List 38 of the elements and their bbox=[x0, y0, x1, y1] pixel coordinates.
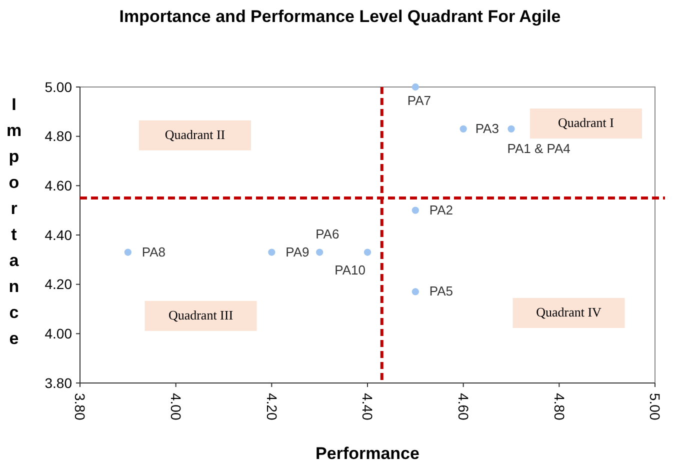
x-tick-label: 4.00 bbox=[168, 393, 184, 420]
annotation: PA8 bbox=[142, 244, 166, 260]
x-axis-title: Performance bbox=[316, 444, 420, 463]
x-tick-label: 4.40 bbox=[360, 393, 376, 420]
annotation: Quadrant II bbox=[164, 126, 226, 142]
point bbox=[412, 288, 419, 296]
y-tick-label: 4.00 bbox=[44, 326, 72, 342]
y-tick-label: 5.00 bbox=[44, 78, 72, 95]
y-tick-label: 3.80 bbox=[44, 374, 72, 391]
annotation: PA9 bbox=[286, 244, 310, 260]
point bbox=[412, 83, 419, 91]
chart-title: Importance and Performance Level Quadrant For Agile bbox=[119, 7, 561, 26]
annotation: PA6 bbox=[316, 226, 340, 242]
point bbox=[268, 248, 276, 256]
point bbox=[364, 248, 372, 256]
annotation: Quadrant I bbox=[558, 115, 614, 130]
point bbox=[316, 248, 324, 256]
point bbox=[124, 248, 132, 256]
x-tick-label: 4.20 bbox=[264, 393, 280, 420]
annotation: PA7 bbox=[407, 93, 432, 108]
point bbox=[508, 125, 515, 132]
annotation: PA1 & PA4 bbox=[507, 140, 570, 156]
annotation: Quadrant IV bbox=[536, 304, 602, 320]
annotation: Quadrant III bbox=[168, 307, 234, 322]
y-tick-label: 4.20 bbox=[44, 276, 72, 292]
y-tick-label: 4.60 bbox=[44, 178, 72, 194]
y-tick-label: 4.80 bbox=[44, 128, 72, 144]
point bbox=[412, 206, 419, 214]
annotation: PA2 bbox=[429, 202, 454, 218]
annotation: PA5 bbox=[429, 284, 454, 299]
x-tick-label: 4.60 bbox=[455, 393, 472, 420]
x-tick-label: 5.00 bbox=[647, 393, 664, 420]
annotation: PA3 bbox=[475, 120, 499, 136]
x-tick-label: 4.80 bbox=[551, 393, 568, 420]
text: Importance bbox=[6, 95, 22, 348]
point bbox=[460, 125, 467, 132]
annotation: PA10 bbox=[334, 262, 366, 278]
y-tick-label: 4.40 bbox=[44, 226, 72, 243]
